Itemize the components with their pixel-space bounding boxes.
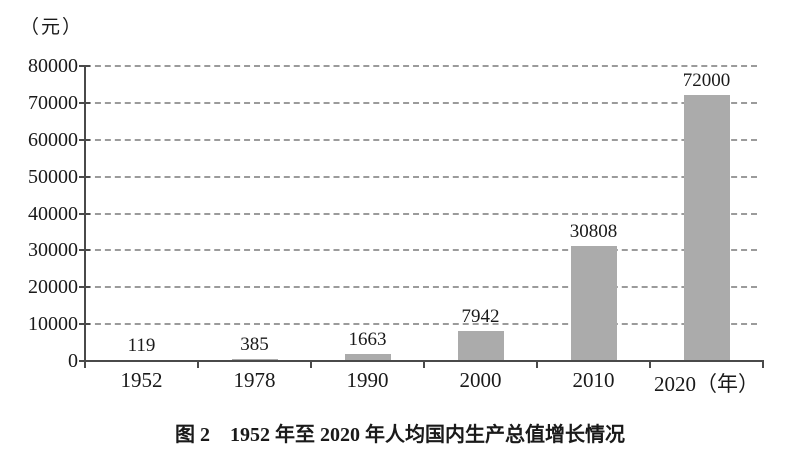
- bar-1978: [231, 358, 278, 360]
- bar-2010: [570, 246, 617, 360]
- y-axis-tick: [79, 249, 90, 252]
- y-tick-label-10000: 10000: [28, 313, 78, 336]
- y-axis-tick: [79, 138, 90, 141]
- y-tick-label-40000: 40000: [28, 202, 78, 225]
- gridline-70000: [85, 101, 757, 104]
- bar-value-label: 7942: [461, 305, 500, 327]
- x-tick-label-1952: 1952: [120, 368, 163, 392]
- gridline-80000: [85, 65, 757, 67]
- y-tick-label-0: 0: [68, 350, 78, 372]
- x-axis-tick: [197, 361, 199, 368]
- plot-area: 119 385 1663 7942 30808 72000: [85, 65, 763, 361]
- y-axis-tick: [79, 286, 90, 289]
- y-axis-tick: [79, 175, 90, 178]
- figure-caption: 图 2 1952 年至 2020 年人均国内生产总值增长情况: [175, 424, 625, 446]
- bar-2000: [457, 330, 504, 360]
- y-axis-tick: [79, 65, 90, 67]
- bar-1990: [344, 353, 391, 360]
- bar-2020: [683, 94, 730, 360]
- gridline-40000: [85, 212, 757, 215]
- y-axis-tick: [79, 323, 90, 326]
- bar-value-label: 119: [127, 334, 156, 356]
- x-axis-tick: [536, 361, 538, 368]
- x-axis-tick: [762, 361, 764, 368]
- y-tick-label-80000: 80000: [28, 55, 78, 77]
- x-tick-label-2020: 2020（年）: [654, 372, 759, 396]
- y-tick-label-20000: 20000: [28, 276, 78, 299]
- y-axis-tick: [79, 101, 90, 104]
- x-tick-label-1978: 1978: [233, 368, 276, 392]
- x-axis-tick: [423, 361, 425, 368]
- x-tick-label-2010: 2010: [572, 368, 615, 392]
- y-axis-unit-label: （元）: [20, 17, 84, 38]
- x-tick-label-1990: 1990: [346, 368, 389, 392]
- gridline-60000: [85, 138, 757, 141]
- gridline-50000: [85, 175, 757, 178]
- gridline-30000: [85, 249, 757, 252]
- x-axis-tick: [649, 361, 651, 368]
- y-tick-label-50000: 50000: [28, 165, 78, 188]
- gridline-20000: [85, 286, 757, 289]
- bar-value-label: 385: [240, 333, 269, 355]
- y-tick-label-60000: 60000: [28, 128, 78, 151]
- gridline-10000: [85, 323, 757, 326]
- bar-value-label: 30808: [569, 221, 618, 243]
- bar-value-label: 1663: [348, 328, 387, 350]
- bar-value-label: 72000: [682, 69, 731, 91]
- y-tick-label-70000: 70000: [28, 91, 78, 114]
- y-tick-label-30000: 30000: [28, 239, 78, 262]
- x-axis-tick: [310, 361, 312, 368]
- x-tick-label-2000: 2000: [459, 368, 502, 392]
- x-axis-tick: [84, 361, 86, 368]
- y-axis-tick: [79, 212, 90, 215]
